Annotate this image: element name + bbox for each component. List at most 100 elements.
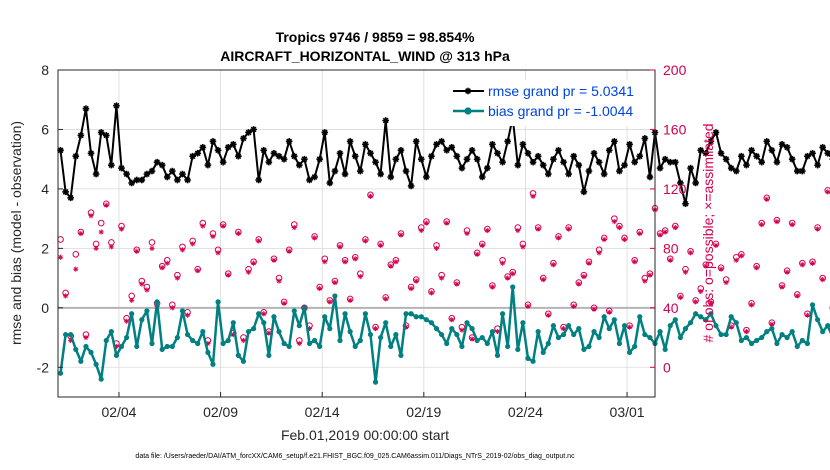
obs-assimilated-point bbox=[352, 256, 358, 262]
legend-rmse-asterisk bbox=[464, 87, 472, 95]
obs-assimilated-point bbox=[525, 303, 531, 309]
bias-point bbox=[677, 334, 684, 341]
rmse-point bbox=[128, 179, 135, 187]
rmse-point bbox=[631, 158, 638, 166]
obs-assimilated-point bbox=[510, 271, 516, 277]
obs-assimilated-point bbox=[484, 227, 490, 234]
bias-point bbox=[728, 314, 734, 320]
bias-point bbox=[779, 331, 785, 338]
bias-point bbox=[616, 340, 623, 347]
bias-point bbox=[510, 284, 516, 290]
rmse-point bbox=[199, 143, 207, 151]
rmse-point bbox=[367, 149, 374, 157]
bias-point bbox=[439, 331, 445, 338]
rmse-point bbox=[519, 141, 527, 148]
y-tick-label-3: 4 bbox=[41, 181, 49, 197]
obs-assimilated-point bbox=[123, 318, 130, 324]
bias-point bbox=[754, 337, 760, 344]
rmse-point bbox=[555, 146, 562, 154]
obs-assimilated-point bbox=[337, 244, 343, 250]
rmse-point bbox=[819, 143, 826, 151]
obs-assimilated-point bbox=[809, 260, 816, 266]
obs-assimilated-point bbox=[103, 202, 109, 208]
x-tick-label-3: 02/19 bbox=[406, 404, 441, 420]
bias-point bbox=[794, 343, 800, 350]
bias-point bbox=[596, 334, 602, 341]
bias-point bbox=[296, 323, 302, 329]
bias-point bbox=[789, 329, 795, 335]
rmse-point bbox=[229, 141, 237, 148]
rmse-point bbox=[428, 152, 435, 160]
rmse-point bbox=[626, 141, 633, 148]
rmse-point bbox=[758, 158, 765, 166]
bias-point bbox=[184, 331, 191, 338]
rmse-point bbox=[158, 161, 166, 169]
rmse-point bbox=[138, 176, 146, 184]
rmse-point bbox=[565, 170, 572, 178]
obs-assimilated-point bbox=[647, 272, 653, 278]
obs-assimilated-point bbox=[129, 297, 135, 303]
obs-assimilated-point bbox=[311, 235, 318, 241]
bias-point bbox=[113, 352, 120, 358]
y-right-tick-label-3: 120 bbox=[663, 181, 687, 197]
rmse-point bbox=[799, 167, 806, 175]
obs-assimilated-point bbox=[642, 278, 648, 284]
bias-point bbox=[626, 349, 633, 356]
rmse-point bbox=[296, 161, 303, 169]
bias-point bbox=[454, 331, 460, 338]
bias-point bbox=[459, 343, 465, 350]
rmse-point bbox=[118, 164, 125, 172]
bias-point bbox=[530, 358, 536, 364]
obs-assimilated-point bbox=[469, 336, 475, 342]
bias-point bbox=[591, 329, 597, 335]
obs-assimilated-point bbox=[261, 311, 267, 317]
obs-assimilated-point bbox=[560, 326, 567, 332]
rmse-point bbox=[189, 152, 196, 160]
rmse-point bbox=[732, 167, 740, 175]
rmse-point bbox=[382, 117, 390, 124]
obs-assimilated-point bbox=[271, 257, 277, 263]
obs-assimilated-point bbox=[677, 294, 684, 301]
y-tick-label-5: 8 bbox=[41, 62, 49, 78]
bias-point bbox=[306, 340, 313, 347]
rmse-point bbox=[402, 167, 410, 175]
rmse-point bbox=[773, 158, 781, 166]
bias-point bbox=[98, 376, 104, 382]
obs-assimilated-point bbox=[235, 230, 241, 237]
obs-assimilated-point bbox=[291, 224, 297, 231]
bias-point bbox=[814, 317, 821, 323]
obs-assimilated-point bbox=[118, 226, 125, 232]
obs-assimilated-point bbox=[393, 259, 399, 265]
obs-assimilated-point bbox=[428, 290, 435, 296]
bias-point bbox=[174, 334, 180, 341]
rmse-point bbox=[174, 176, 181, 184]
obs-assimilated-point bbox=[139, 281, 145, 287]
obs-assimilated-point bbox=[433, 245, 440, 251]
obs-assimilated-point bbox=[195, 268, 201, 274]
obs-assimilated-point bbox=[687, 250, 694, 256]
rmse-point bbox=[595, 158, 603, 166]
bias-point bbox=[276, 329, 282, 335]
obs-assimilated-point bbox=[566, 226, 572, 232]
bias-point bbox=[621, 323, 628, 329]
rmse-point bbox=[661, 155, 669, 163]
obs-assimilated-point bbox=[322, 259, 328, 265]
rmse-point bbox=[783, 143, 791, 151]
obs-assimilated-point bbox=[474, 251, 480, 257]
rmse-point bbox=[387, 173, 395, 181]
rmse-point bbox=[377, 170, 384, 178]
obs-assimilated-point bbox=[616, 224, 623, 231]
footer-data-file: data file: /Users/raeder/DAI/ATM_forcXX/… bbox=[135, 453, 575, 460]
bias-point bbox=[144, 308, 150, 314]
bias-point bbox=[352, 343, 358, 350]
rmse-point bbox=[697, 146, 705, 154]
bias-point bbox=[586, 343, 592, 350]
obs-assimilated-point bbox=[459, 327, 465, 333]
y-tick-label-4: 6 bbox=[41, 121, 49, 137]
rmse-point bbox=[357, 167, 364, 175]
bias-point bbox=[550, 323, 556, 329]
obs-assimilated-point bbox=[398, 232, 404, 238]
rmse-point bbox=[153, 158, 161, 166]
bias-point bbox=[637, 314, 643, 320]
